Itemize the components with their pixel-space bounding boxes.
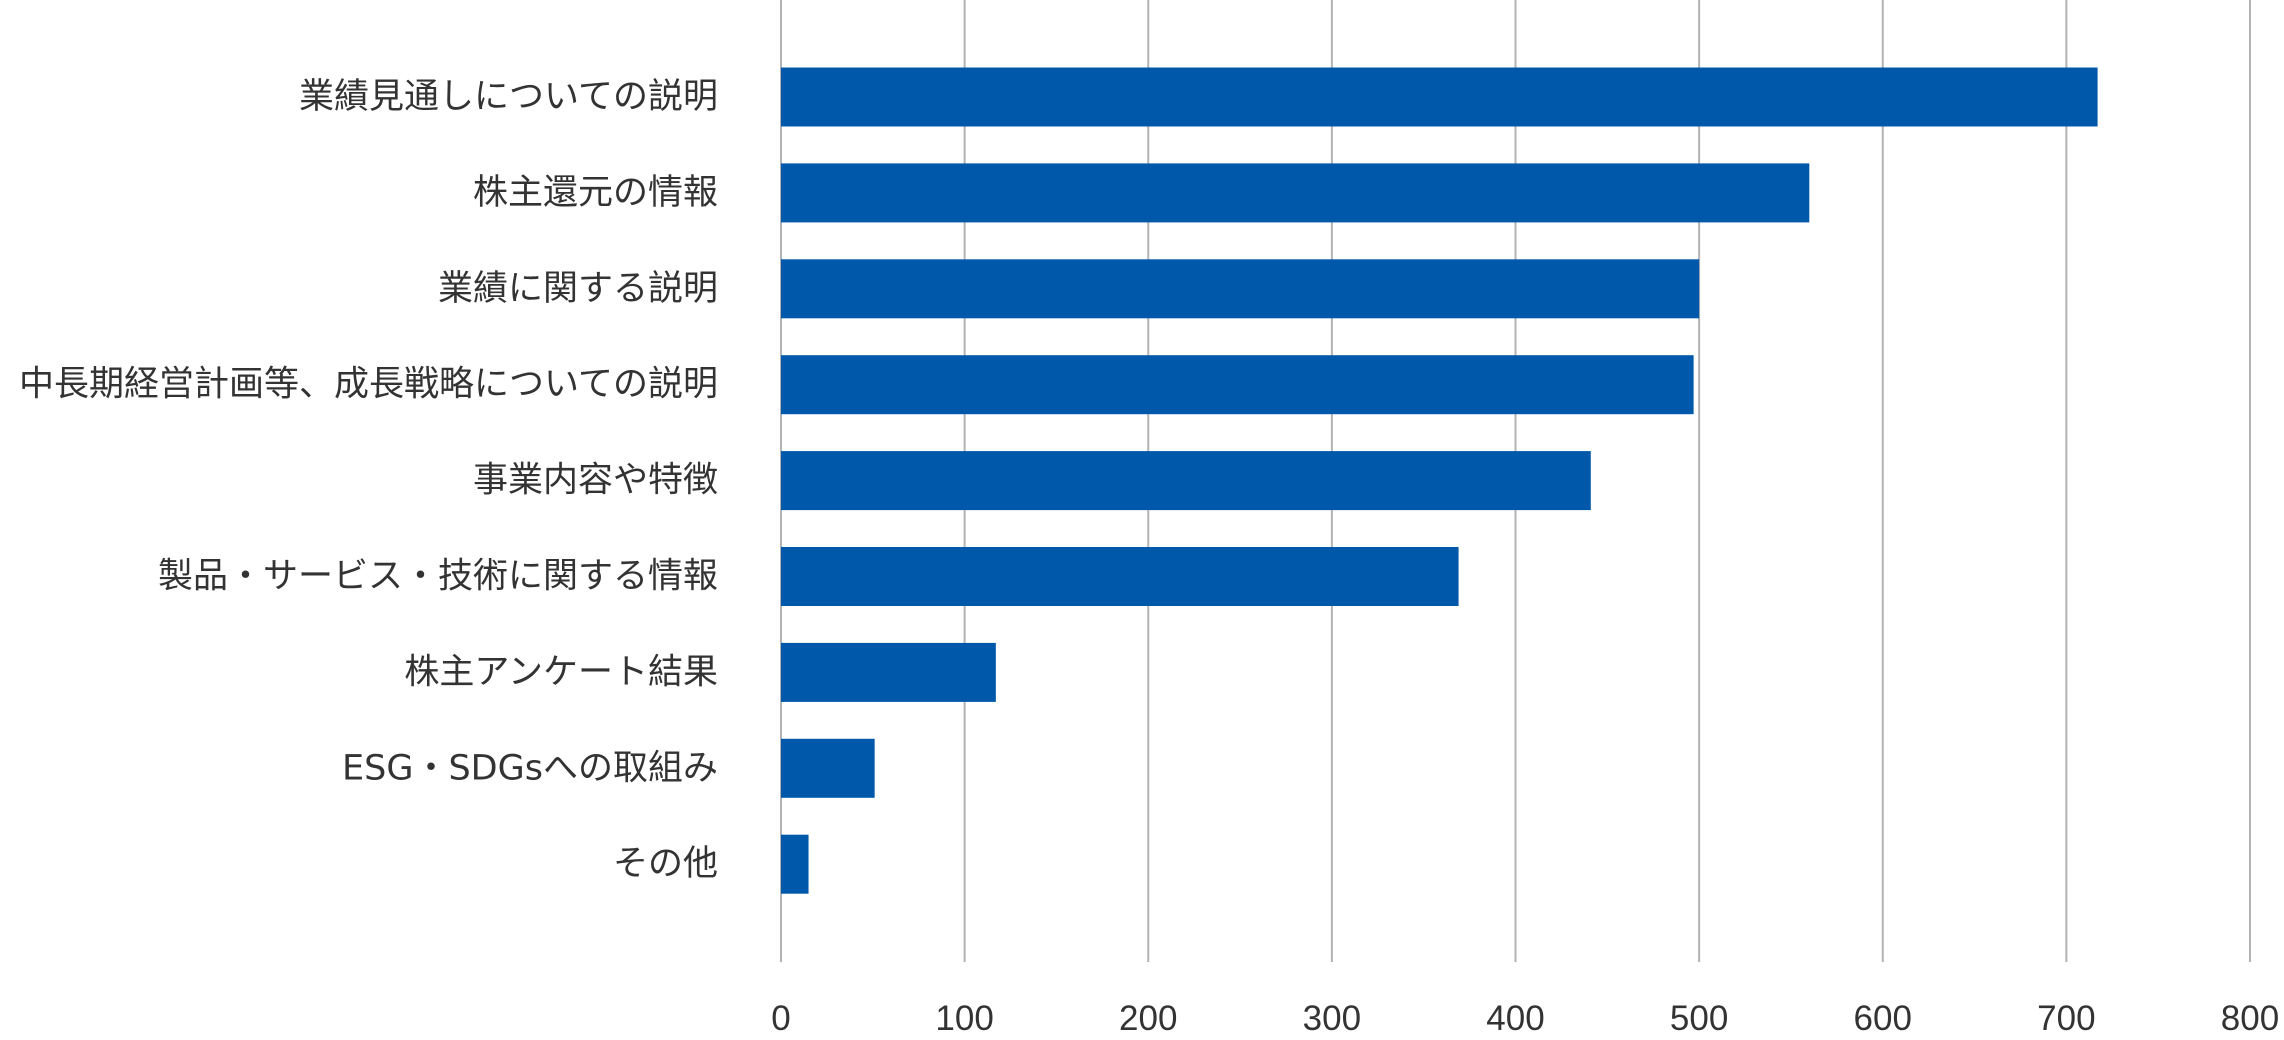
x-tick-label: 0	[771, 999, 790, 1038]
bar	[781, 259, 1700, 319]
category-label: 中長期経営計画等、成長戦略についての説明	[19, 365, 718, 405]
bar	[781, 163, 1810, 223]
category-label: 業績見通しについての説明	[299, 77, 718, 117]
x-tick-label: 100	[935, 999, 993, 1038]
bar	[781, 834, 809, 894]
bar	[781, 451, 1591, 511]
category-label: その他	[613, 844, 718, 884]
x-axis-tick-labels: 0 100 200 300 400 500 600 700 800	[771, 999, 2279, 1038]
x-tick-label: 600	[1854, 999, 1912, 1038]
bar	[781, 67, 2098, 127]
category-label: 事業内容や特徴	[473, 461, 718, 501]
category-label: 株主還元の情報	[473, 173, 718, 213]
bar	[781, 738, 875, 798]
bar	[781, 547, 1459, 606]
x-tick-label: 700	[2037, 999, 2095, 1038]
x-tick-label: 400	[1486, 999, 1544, 1038]
category-label: 株主アンケート結果	[404, 652, 718, 692]
category-labels: 業績見通しについての説明株主還元の情報業績に関する説明中長期経営計画等、成長戦略…	[19, 77, 718, 884]
category-label: 業績に関する説明	[438, 269, 718, 309]
x-tick-label: 300	[1303, 999, 1361, 1038]
bar	[781, 642, 996, 702]
x-tick-label: 500	[1670, 999, 1728, 1038]
category-label: ESG・SDGsへの取組み	[342, 748, 718, 788]
bar	[781, 355, 1694, 415]
bars	[781, 67, 2098, 894]
category-label: 製品・サービス・技術に関する情報	[158, 557, 718, 597]
x-tick-label: 800	[2221, 999, 2279, 1038]
x-tick-label: 200	[1119, 999, 1177, 1038]
